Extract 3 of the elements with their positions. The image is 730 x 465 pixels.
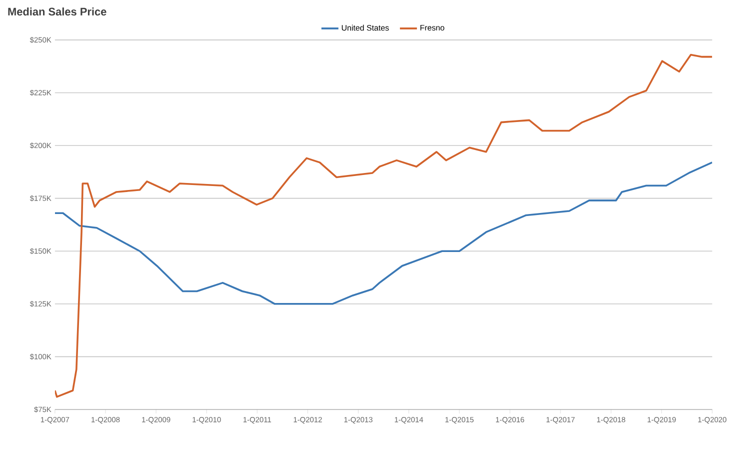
- line-series: [54, 54, 712, 398]
- line-series: [54, 161, 712, 305]
- chart-title: Median Sales Price: [8, 7, 106, 16]
